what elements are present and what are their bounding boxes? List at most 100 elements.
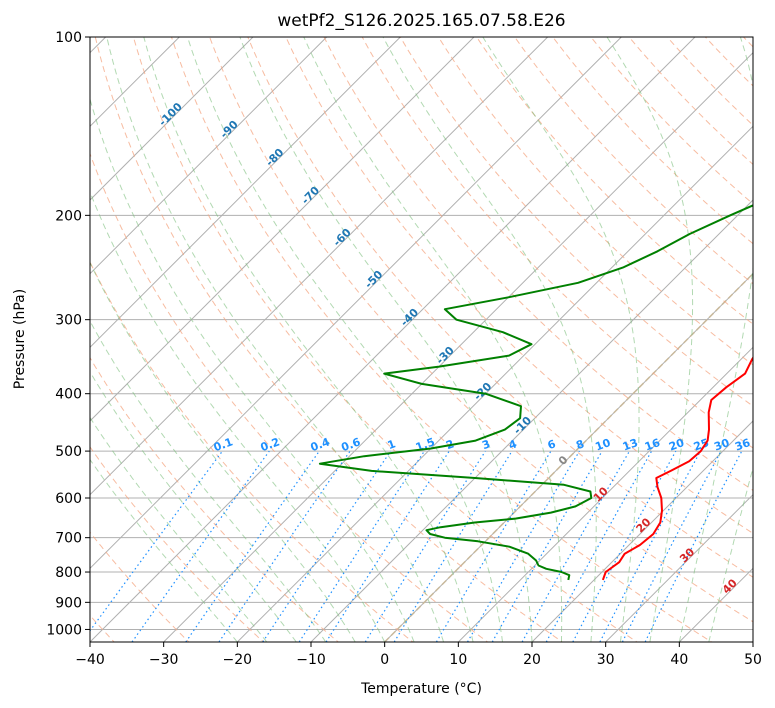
- moist-adiabat: [482, 37, 640, 642]
- y-tick-label: 800: [55, 565, 82, 581]
- profile-lines: [318, 204, 753, 581]
- dry-adiabat: [399, 37, 753, 407]
- isotherm-label: -60: [331, 226, 354, 249]
- mixing-ratio-line: [131, 450, 270, 642]
- isotherm-line: [90, 37, 696, 642]
- dry-adiabat: [170, 37, 713, 642]
- mixing-ratio-line: [325, 450, 450, 642]
- mixing-ratio-label: 1: [386, 437, 398, 452]
- dry-adiabat: [437, 37, 753, 366]
- x-tick-label: −20: [223, 652, 253, 668]
- moist-adiabat: [678, 37, 753, 642]
- mixing-ratio-label: 25: [692, 436, 711, 453]
- y-tick-label: 300: [55, 313, 82, 329]
- isotherm-label: -100: [156, 100, 185, 129]
- isotherm-label: -50: [362, 268, 385, 291]
- mixing-ratio-line: [599, 450, 702, 642]
- freezing-isotherm: [384, 272, 753, 642]
- dry-adiabat: [666, 37, 753, 126]
- mixing-ratio-line: [435, 450, 552, 642]
- dry-adiabat: [769, 24, 775, 645]
- y-tick-label: 500: [55, 444, 82, 460]
- x-axis-title: Temperature (°C): [360, 681, 482, 697]
- mixing-ratio-label: 8: [574, 437, 586, 452]
- dry-adiabat: [132, 37, 638, 642]
- isotherm-line: [752, 641, 753, 642]
- isotherm-line: [163, 51, 753, 642]
- dry-adiabat: [590, 37, 753, 205]
- mixing-ratio-line: [644, 450, 743, 642]
- y-tick-label: 600: [55, 491, 82, 507]
- mixing-ratio-line: [393, 450, 513, 642]
- dry-adiabat: [514, 37, 753, 285]
- mixing-ratio-line: [298, 450, 425, 642]
- isotherm-label-warm: 30: [677, 545, 697, 565]
- x-tick-label: 50: [744, 652, 762, 668]
- isotherm-line: [457, 346, 753, 642]
- isotherm-line: [605, 493, 753, 642]
- dry-adiabat: [94, 37, 564, 642]
- moist-adiabat: [303, 37, 563, 642]
- y-tick-label: 900: [55, 595, 82, 611]
- dry-adiabat: [361, 37, 753, 449]
- x-tick-label: 20: [523, 652, 541, 668]
- mixing-ratio-label: 20: [667, 436, 686, 454]
- isotherm-label-warm: 40: [720, 576, 740, 596]
- background-lines: [90, 24, 775, 645]
- isotherm-label: -10: [511, 414, 534, 437]
- dewpoint-line: [318, 204, 753, 581]
- isotherm-label: -70: [299, 184, 322, 207]
- y-tick-label: 400: [55, 387, 82, 403]
- x-tick-label: −30: [149, 652, 179, 668]
- mixing-ratio-label: 10: [593, 436, 612, 454]
- dry-adiabat: [285, 37, 753, 535]
- x-tick-label: 30: [597, 652, 615, 668]
- mixing-ratio-label: 36: [733, 436, 752, 454]
- moist-adiabat: [90, 97, 415, 642]
- mixing-ratio-label: 13: [621, 436, 640, 453]
- mixing-ratio-label: 0.4: [309, 435, 332, 454]
- y-tick-label: 100: [55, 30, 82, 46]
- isotherm-line: [90, 37, 401, 349]
- mixing-ratio-line: [90, 450, 223, 632]
- isotherm-label-zero: 0: [556, 453, 571, 468]
- dry-adiabat: [323, 37, 753, 491]
- isotherm-line: [90, 37, 475, 422]
- x-tick-label: −40: [75, 652, 105, 668]
- x-tick-label: −10: [296, 652, 326, 668]
- isotherm-label: -80: [263, 146, 286, 169]
- moist-adiabat: [708, 465, 753, 642]
- dry-adiabat: [476, 37, 753, 325]
- moist-adiabat: [606, 37, 694, 642]
- isopleth-labels: 0.1 0.2 0.4 0.6 1 1.5 2 3 4 6 8 10 13 16 20 25 30 36-100-…: [156, 100, 752, 597]
- dry-adiabat: [90, 260, 414, 642]
- y-tick-label: 700: [55, 531, 82, 547]
- mixing-ratio-label: 30: [712, 436, 731, 454]
- isotherm-line: [90, 37, 254, 201]
- mixing-ratio-line: [572, 450, 677, 642]
- plot-frame: [89, 36, 754, 643]
- y-tick-label: 1000: [46, 622, 82, 638]
- x-tick-label: 40: [670, 652, 688, 668]
- y-axis-title: Pressure (hPa): [12, 289, 28, 389]
- mixing-ratio-label: 0.2: [259, 435, 282, 454]
- x-tick-label: 0: [380, 652, 389, 668]
- isotherm-line: [90, 37, 328, 275]
- moist-adiabat: [90, 320, 327, 642]
- mixing-ratio-line: [262, 450, 392, 642]
- moist-adiabat: [90, 458, 238, 642]
- moist-adiabat: [382, 37, 597, 642]
- dry-adiabat: [90, 446, 265, 642]
- moist-adiabat: [187, 37, 503, 642]
- isotherm-line: [236, 125, 753, 642]
- moist-adiabat: [239, 37, 533, 642]
- y-tick-label: 200: [55, 208, 82, 224]
- isotherm-line: [90, 37, 622, 570]
- dry-adiabat: [209, 37, 753, 623]
- mixing-ratio-label: 6: [546, 437, 558, 452]
- moist-adiabat: [90, 190, 386, 642]
- dry-adiabat: [704, 37, 753, 87]
- x-tick-label: 10: [449, 652, 467, 668]
- isotherm-line: [310, 199, 753, 642]
- mixing-ratio-label: 16: [643, 436, 662, 454]
